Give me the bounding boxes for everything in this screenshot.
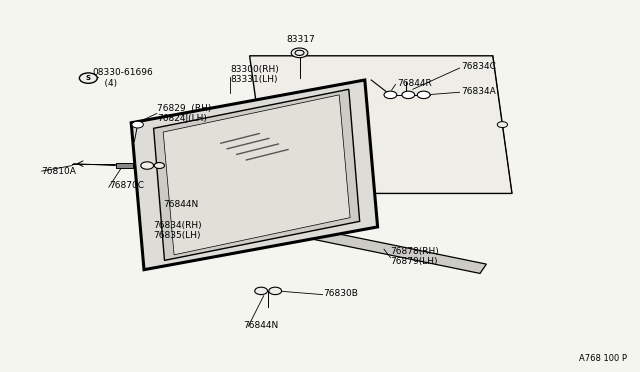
Polygon shape <box>163 95 350 255</box>
Text: 76834C: 76834C <box>461 62 495 71</box>
Polygon shape <box>154 89 360 260</box>
Text: 08330-61696
    (4): 08330-61696 (4) <box>93 68 154 88</box>
Circle shape <box>132 121 143 128</box>
Circle shape <box>269 287 282 295</box>
Polygon shape <box>116 163 133 168</box>
Text: 76830B: 76830B <box>323 289 358 298</box>
Text: 83317: 83317 <box>287 35 315 44</box>
Text: 76844N: 76844N <box>243 321 278 330</box>
Circle shape <box>295 50 304 55</box>
Text: A768 100 P: A768 100 P <box>579 354 627 363</box>
Polygon shape <box>131 80 378 270</box>
Circle shape <box>384 91 397 99</box>
Text: S: S <box>86 75 91 81</box>
Circle shape <box>154 163 164 169</box>
Polygon shape <box>307 229 486 273</box>
Text: 76878(RH)
76879(LH): 76878(RH) 76879(LH) <box>390 247 439 266</box>
Polygon shape <box>250 56 512 193</box>
Text: 76870C: 76870C <box>109 182 144 190</box>
Text: 76829  (RH)
76824J(LH): 76829 (RH) 76824J(LH) <box>157 104 211 123</box>
Circle shape <box>141 162 154 169</box>
Circle shape <box>402 91 415 99</box>
Circle shape <box>291 48 308 58</box>
Text: 76810A: 76810A <box>42 167 76 176</box>
Text: 76844R: 76844R <box>397 79 431 88</box>
Circle shape <box>497 122 508 128</box>
Circle shape <box>79 73 97 83</box>
Circle shape <box>255 287 268 295</box>
Text: 76844N: 76844N <box>163 200 198 209</box>
Text: 76834(RH)
76835(LH): 76834(RH) 76835(LH) <box>154 221 202 240</box>
Text: 76834A: 76834A <box>461 87 495 96</box>
Text: 83300(RH)
83331(LH): 83300(RH) 83331(LH) <box>230 65 279 84</box>
Circle shape <box>417 91 430 99</box>
